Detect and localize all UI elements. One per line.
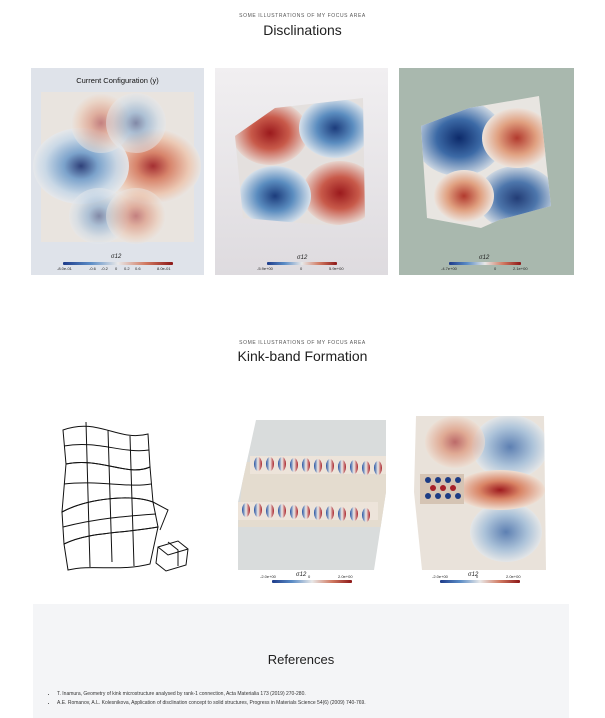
- colorbar: [440, 580, 520, 583]
- colorbar-tick: -0.6: [89, 266, 96, 271]
- deformed-stress-plot: [421, 96, 551, 228]
- colorbar-tick: 0: [115, 266, 118, 271]
- kink-stress-plot: [238, 420, 386, 570]
- section-title-disclinations: Disclinations: [263, 22, 342, 38]
- colorbar-label: σ12: [468, 572, 479, 578]
- references-title: References: [267, 652, 335, 667]
- colorbar-tick: 0.2: [124, 266, 130, 271]
- kink-wireframe-sketch: [38, 402, 223, 587]
- colorbar: [63, 262, 173, 265]
- colorbar-tick: -0.2: [101, 266, 108, 271]
- colorbar-tick: 2.0e+00: [338, 574, 353, 579]
- colorbar-tick: -4.7e+00: [441, 266, 457, 271]
- colorbar-tick: -2.0e+00: [260, 574, 276, 579]
- colorbar-label: σ12: [479, 255, 490, 261]
- colorbar-label: σ12: [296, 572, 307, 578]
- colorbar-tick: 5.9e+00: [329, 266, 344, 271]
- disclination-panel-3: σ12 -4.7e+00 0 2.1e+00: [399, 68, 574, 275]
- kink-defect-cluster: [420, 474, 464, 504]
- colorbar-tick: 2.0e+00: [506, 574, 521, 579]
- kink-stress-plot: [414, 416, 546, 570]
- reference-item: T. Inamura, Geometry of kink microstruct…: [57, 690, 366, 699]
- colorbar-tick: 0: [476, 574, 479, 579]
- kink-band-lower: [238, 502, 378, 522]
- colorbar-tick: 0: [300, 266, 303, 271]
- section-title-kink-band: Kink-band Formation: [237, 348, 368, 364]
- colorbar-tick: -8.0e-01: [57, 266, 72, 271]
- deformed-stress-plot: [235, 98, 365, 226]
- colorbar: [267, 262, 337, 265]
- kink-panel-2: σ12 -2.0e+00 0 2.0e+00: [410, 402, 550, 592]
- disclination-panel-1: Current Configuration (y) σ12 -8.0e-01 -…: [31, 68, 204, 275]
- stress-field-plot: [33, 92, 201, 244]
- colorbar-tick: 8.0e-01: [157, 266, 171, 271]
- references-section: References T. Inamura, Geometry of kink …: [33, 604, 569, 718]
- references-list: T. Inamura, Geometry of kink microstruct…: [47, 690, 366, 708]
- colorbar: [449, 262, 521, 265]
- colorbar-tick: -2.0e+00: [432, 574, 448, 579]
- colorbar-tick: 0.6: [135, 266, 141, 271]
- colorbar-tick: -5.9e+00: [257, 266, 273, 271]
- colorbar-tick: 0: [494, 266, 497, 271]
- colorbar-label: σ12: [297, 255, 308, 261]
- disclination-panel-2: σ12 -5.9e+00 0 5.9e+00: [215, 68, 388, 275]
- colorbar-tick: 0: [308, 574, 311, 579]
- reference-item: A.E. Romanov, A.L. Kolesnikova, Applicat…: [57, 699, 366, 708]
- colorbar-tick: 2.1e+00: [513, 266, 528, 271]
- panel-heading: Current Configuration (y): [76, 76, 159, 85]
- kink-band-upper: [250, 456, 386, 475]
- section-eyebrow: SOME ILLUSTRATIONS OF MY FOCUS AREA: [239, 13, 366, 19]
- colorbar: [272, 580, 352, 583]
- kink-panel-1: σ12 -2.0e+00 0 2.0e+00: [234, 402, 396, 592]
- colorbar-label: σ12: [111, 254, 122, 260]
- kink-band-wireframe: [61, 421, 189, 572]
- section-eyebrow: SOME ILLUSTRATIONS OF MY FOCUS AREA: [239, 340, 366, 346]
